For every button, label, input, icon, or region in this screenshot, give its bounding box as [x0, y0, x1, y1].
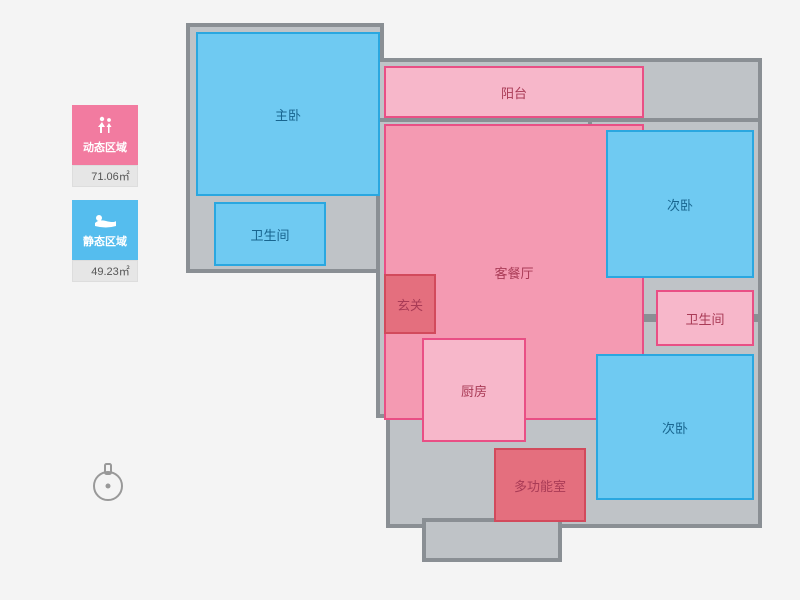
room-entry: 玄关: [384, 274, 436, 334]
room-second-br1: 次卧: [606, 130, 754, 278]
legend-dynamic-label: 动态区域: [83, 139, 127, 155]
legend-dynamic: 动态区域 71.06㎡: [72, 105, 138, 187]
legend-static: 静态区域 49.23㎡: [72, 200, 138, 282]
room-second-br2: 次卧: [596, 354, 754, 500]
room-master-br: 主卧: [196, 32, 380, 196]
room-bathroom2: 卫生间: [656, 290, 754, 346]
sleep-icon: [92, 211, 118, 229]
room-bathroom1: 卫生间: [214, 202, 326, 266]
legend-dynamic-value: 71.06㎡: [72, 165, 138, 187]
legend-static-label: 静态区域: [83, 233, 127, 249]
legend-static-value: 49.23㎡: [72, 260, 138, 282]
room-kitchen: 厨房: [422, 338, 526, 442]
floorplan: 阳台主卧卫生间客餐厅玄关厨房多功能室次卧卫生间次卧: [186, 18, 762, 562]
legend-dynamic-badge: 动态区域: [72, 105, 138, 165]
compass-icon: [88, 458, 128, 509]
people-icon: [93, 115, 117, 135]
legend-static-badge: 静态区域: [72, 200, 138, 260]
room-multiroom: 多功能室: [494, 448, 586, 522]
room-balcony: 阳台: [384, 66, 644, 118]
